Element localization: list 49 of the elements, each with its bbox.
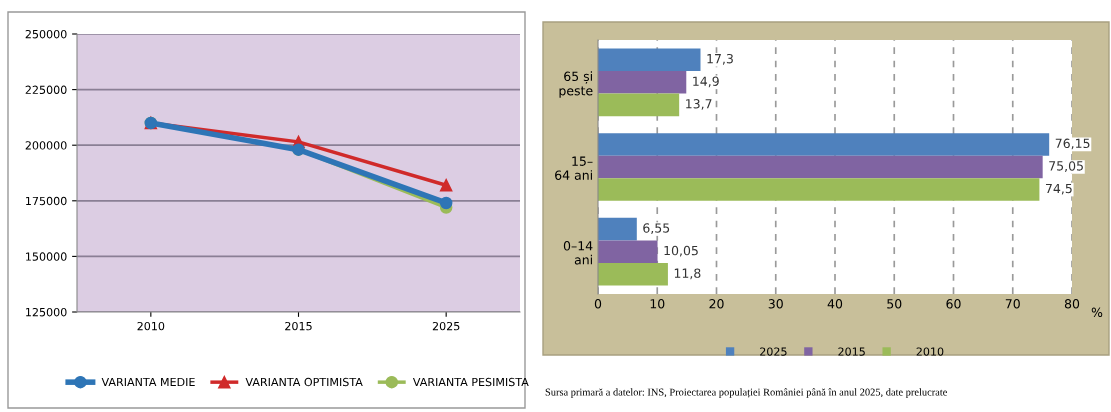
y-tick-label: 250000: [25, 29, 67, 39]
data-label: 11,8: [674, 268, 701, 280]
data-label: 14,9: [693, 76, 719, 88]
bar: [598, 178, 1040, 201]
data-label: 17,3: [707, 53, 733, 65]
legend-label: VARIANTA OPTIMISTA: [245, 377, 363, 387]
bar: [598, 71, 687, 94]
x-axis-title: %: [1091, 307, 1103, 318]
y-tick-label: 175000: [26, 196, 67, 206]
data-label: 74,5: [1045, 183, 1072, 195]
bar: [598, 217, 637, 241]
x-tick-label: 40: [827, 299, 843, 309]
x-tick-label: 20: [709, 299, 724, 309]
bar: [598, 240, 658, 263]
y-tick-label: 15– 64 ani: [555, 156, 593, 180]
data-label: 76,15: [1055, 138, 1090, 150]
x-tick-label: 0: [594, 299, 602, 309]
x-tick-label: 2025: [432, 321, 460, 331]
x-tick-label: 50: [887, 299, 902, 309]
data-label: 75,05: [1049, 161, 1083, 172]
x-tick-label: 2010: [137, 321, 165, 331]
x-tick-label: 2015: [285, 321, 312, 331]
bar: [598, 93, 680, 117]
data-label: 6,55: [643, 223, 670, 234]
y-tick-label: 125000: [26, 307, 67, 317]
y-tick-label: 0–14 ani: [563, 241, 593, 265]
x-tick-label: 30: [768, 299, 783, 309]
legend-label: VARIANTA MEDIE: [101, 377, 195, 387]
point: [439, 178, 453, 192]
legend-label: 2015: [838, 347, 865, 356]
bar: [598, 155, 1043, 179]
x-tick-label: 80: [1064, 299, 1080, 309]
y-tick-label: 150000: [26, 252, 67, 261]
point: [439, 196, 453, 210]
y-tick-label: 65 și peste: [559, 71, 593, 98]
x-tick-label: 10: [650, 299, 665, 309]
data-label: 10,05: [664, 245, 698, 257]
data-label: 13,7: [686, 99, 712, 110]
x-tick-label: 60: [946, 299, 961, 309]
bar: [598, 133, 1050, 156]
legend-label: 2010: [916, 347, 944, 356]
x-tick-label: 70: [1005, 299, 1020, 309]
legend-label: 2025: [760, 347, 787, 356]
bar: [598, 48, 701, 72]
bar: [598, 262, 668, 286]
legend-label: VARIANTA PESIMISTA: [412, 377, 529, 387]
y-tick-label: 225000: [25, 85, 67, 94]
text: Sursa primară a datelor: INS, Proiectarea populației României până în anul 2025, date prelucrate: [545, 388, 947, 398]
y-tick-label: 200000: [25, 141, 67, 150]
